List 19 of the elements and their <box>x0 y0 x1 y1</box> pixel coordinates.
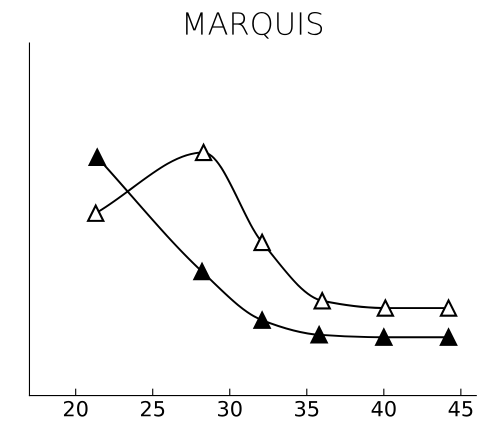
point <box>194 144 212 162</box>
x-tick-label: 25 <box>140 400 164 417</box>
chart-title: MARQUIS <box>186 12 322 39</box>
point <box>87 204 104 222</box>
x-tick-label: 20 <box>64 400 88 417</box>
point <box>310 326 328 344</box>
point <box>253 234 271 252</box>
x-tick-label: 30 <box>218 400 242 417</box>
point <box>376 299 394 317</box>
point <box>440 328 458 346</box>
point <box>440 299 458 317</box>
x-tick-label: 35 <box>295 400 318 417</box>
point <box>253 312 271 329</box>
point <box>314 292 331 310</box>
point <box>375 328 393 346</box>
point <box>193 262 211 280</box>
point <box>88 148 106 166</box>
x-tick-label: 40 <box>372 400 396 417</box>
x-tick-label: 45 <box>448 401 472 417</box>
